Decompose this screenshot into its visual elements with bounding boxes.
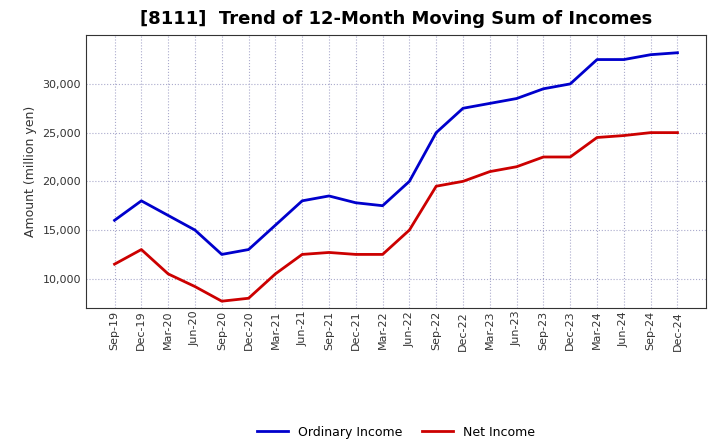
Net Income <box>405 227 414 233</box>
Net Income <box>325 250 333 255</box>
Ordinary Income <box>566 81 575 87</box>
Ordinary Income <box>593 57 601 62</box>
Y-axis label: Amount (million yen): Amount (million yen) <box>24 106 37 237</box>
Legend: Ordinary Income, Net Income: Ordinary Income, Net Income <box>252 421 540 440</box>
Net Income <box>217 299 226 304</box>
Ordinary Income <box>271 223 279 228</box>
Ordinary Income <box>351 200 360 205</box>
Net Income <box>673 130 682 135</box>
Ordinary Income <box>647 52 655 57</box>
Net Income <box>271 271 279 276</box>
Net Income <box>539 154 548 160</box>
Ordinary Income <box>378 203 387 208</box>
Net Income <box>164 271 173 276</box>
Ordinary Income <box>164 213 173 218</box>
Ordinary Income <box>137 198 145 203</box>
Title: [8111]  Trend of 12-Month Moving Sum of Incomes: [8111] Trend of 12-Month Moving Sum of I… <box>140 10 652 28</box>
Net Income <box>191 284 199 289</box>
Ordinary Income <box>325 193 333 198</box>
Net Income <box>459 179 467 184</box>
Ordinary Income <box>432 130 441 135</box>
Ordinary Income <box>244 247 253 252</box>
Net Income <box>110 261 119 267</box>
Ordinary Income <box>110 218 119 223</box>
Net Income <box>137 247 145 252</box>
Net Income <box>485 169 494 174</box>
Ordinary Income <box>485 101 494 106</box>
Ordinary Income <box>539 86 548 92</box>
Ordinary Income <box>217 252 226 257</box>
Ordinary Income <box>619 57 628 62</box>
Ordinary Income <box>405 179 414 184</box>
Ordinary Income <box>513 96 521 101</box>
Net Income <box>244 296 253 301</box>
Net Income <box>513 164 521 169</box>
Net Income <box>378 252 387 257</box>
Line: Net Income: Net Income <box>114 132 678 301</box>
Ordinary Income <box>459 106 467 111</box>
Net Income <box>593 135 601 140</box>
Ordinary Income <box>298 198 307 203</box>
Net Income <box>298 252 307 257</box>
Ordinary Income <box>673 50 682 55</box>
Net Income <box>566 154 575 160</box>
Net Income <box>351 252 360 257</box>
Net Income <box>619 133 628 138</box>
Ordinary Income <box>191 227 199 233</box>
Net Income <box>647 130 655 135</box>
Line: Ordinary Income: Ordinary Income <box>114 53 678 254</box>
Net Income <box>432 183 441 189</box>
